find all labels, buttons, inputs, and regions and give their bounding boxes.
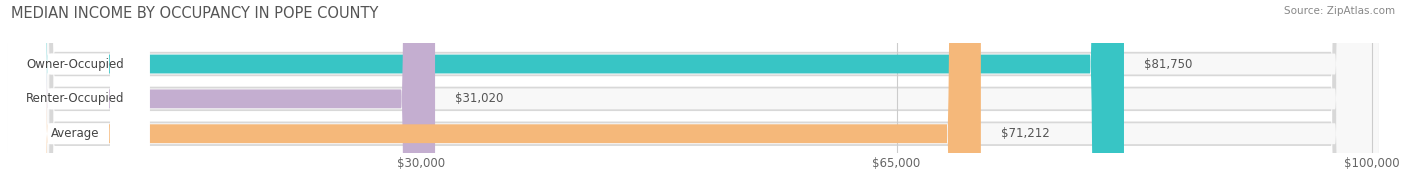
FancyBboxPatch shape: [14, 0, 1123, 196]
Text: $81,750: $81,750: [1144, 58, 1192, 71]
Text: MEDIAN INCOME BY OCCUPANCY IN POPE COUNTY: MEDIAN INCOME BY OCCUPANCY IN POPE COUNT…: [11, 6, 378, 21]
FancyBboxPatch shape: [7, 0, 1379, 196]
FancyBboxPatch shape: [7, 0, 149, 196]
Text: Owner-Occupied: Owner-Occupied: [27, 58, 124, 71]
Text: $71,212: $71,212: [1001, 127, 1050, 140]
FancyBboxPatch shape: [7, 0, 1379, 196]
Text: $31,020: $31,020: [456, 92, 503, 105]
FancyBboxPatch shape: [7, 0, 149, 196]
FancyBboxPatch shape: [7, 0, 1379, 196]
Text: Source: ZipAtlas.com: Source: ZipAtlas.com: [1284, 6, 1395, 16]
Text: Average: Average: [51, 127, 100, 140]
FancyBboxPatch shape: [14, 0, 434, 196]
FancyBboxPatch shape: [7, 0, 1379, 196]
FancyBboxPatch shape: [7, 0, 1379, 196]
FancyBboxPatch shape: [7, 0, 149, 196]
Text: Renter-Occupied: Renter-Occupied: [25, 92, 124, 105]
FancyBboxPatch shape: [14, 0, 981, 196]
FancyBboxPatch shape: [7, 0, 1379, 196]
